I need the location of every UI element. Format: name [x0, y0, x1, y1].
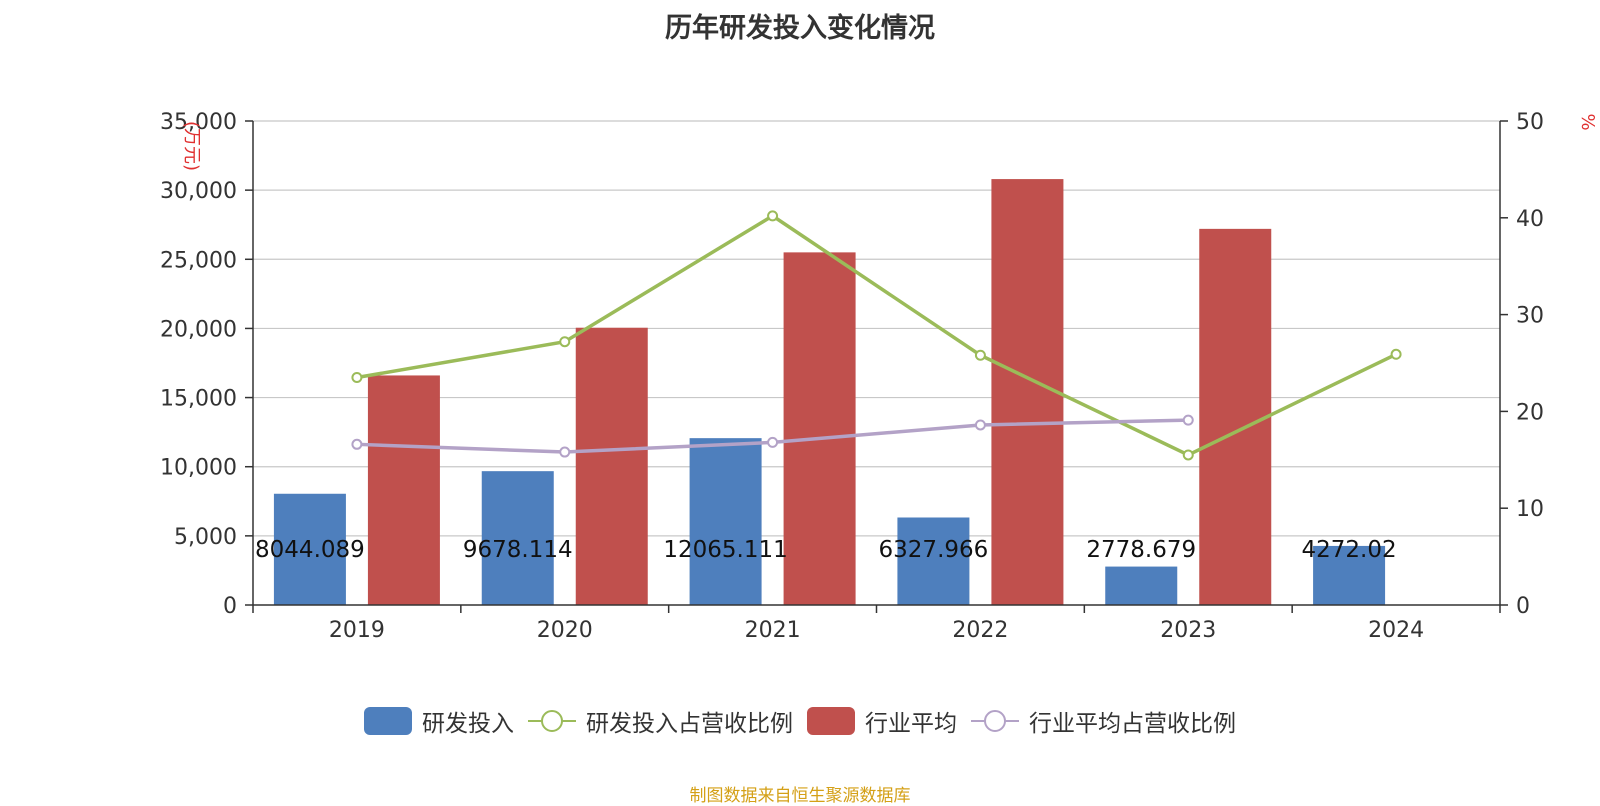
y-left-tick-label: 20,000	[160, 317, 237, 342]
y-left-tick-label: 5,000	[174, 525, 237, 550]
legend-swatch	[807, 707, 855, 735]
line-point	[767, 436, 779, 448]
y-left-axis-label: (万元)	[181, 121, 202, 171]
line-point	[1182, 414, 1194, 426]
bar	[273, 493, 346, 605]
data-label: 9678.114	[463, 537, 573, 563]
data-label: 4272.02	[1302, 537, 1397, 563]
y-right-tick-label: 10	[1516, 497, 1544, 522]
data-label: 6327.966	[879, 537, 989, 563]
y-left-tick-label: 15,000	[160, 387, 237, 412]
line-point	[974, 419, 986, 431]
legend-item[interactable]: 行业平均	[807, 704, 957, 738]
bar	[481, 471, 554, 605]
legend-label: 行业平均占营收比例	[1029, 711, 1236, 737]
x-tick-label: 2022	[952, 618, 1008, 643]
data-label: 2778.679	[1086, 537, 1196, 563]
y-right-tick-label: 30	[1516, 304, 1544, 329]
bar	[897, 517, 970, 605]
bar	[1313, 545, 1386, 605]
y-right-tick-label: 0	[1516, 594, 1530, 619]
source-note: 制图数据来自恒生聚源数据库	[689, 786, 911, 806]
line-point	[767, 210, 779, 222]
y-right-tick-label: 20	[1516, 400, 1544, 425]
x-tick-label: 2023	[1160, 618, 1216, 643]
series-line	[356, 213, 1397, 457]
bar	[689, 438, 762, 605]
line-point	[1182, 449, 1194, 461]
y-left-tick-label: 35,000	[160, 110, 237, 135]
legend-swatch	[971, 707, 1019, 735]
y-left-tick-label: 0	[223, 594, 237, 619]
legend-label: 行业平均	[865, 711, 957, 737]
legend-swatch	[364, 707, 412, 735]
line-point	[559, 336, 571, 348]
x-tick-label: 2019	[329, 618, 385, 643]
bar	[991, 179, 1064, 605]
legend-label: 研发投入	[422, 711, 514, 737]
y-right-tick-label: 40	[1516, 207, 1544, 232]
line-point	[559, 446, 571, 458]
data-label: 12065.111	[663, 537, 787, 563]
line-point	[974, 349, 986, 361]
y-right-tick-label: 50	[1516, 110, 1544, 135]
legend-item[interactable]: 研发投入	[364, 704, 514, 738]
y-right-axis-label: %	[1577, 113, 1598, 130]
legend-label: 研发投入占营收比例	[586, 711, 793, 737]
y-left-tick-label: 25,000	[160, 248, 237, 273]
x-tick-label: 2024	[1368, 618, 1424, 643]
bar	[575, 327, 648, 605]
legend-item[interactable]: 行业平均占营收比例	[971, 704, 1236, 738]
line-point	[351, 438, 363, 450]
y-left-tick-label: 10,000	[160, 456, 237, 481]
legend-swatch	[528, 707, 576, 735]
line-point	[1390, 348, 1402, 360]
bar	[1105, 566, 1178, 605]
y-left-tick-label: 30,000	[160, 179, 237, 204]
chart-title: 历年研发投入变化情况	[665, 13, 935, 44]
legend: 研发投入 研发投入占营收比例 行业平均 行业平均占营收比例	[0, 704, 1600, 738]
data-label: 8044.089	[255, 537, 365, 563]
bar	[783, 252, 856, 605]
line-point	[351, 372, 363, 384]
x-tick-label: 2020	[537, 618, 593, 643]
x-tick-label: 2021	[745, 618, 801, 643]
bar	[1199, 228, 1272, 605]
legend-item[interactable]: 研发投入占营收比例	[528, 704, 793, 738]
bar	[367, 375, 440, 605]
